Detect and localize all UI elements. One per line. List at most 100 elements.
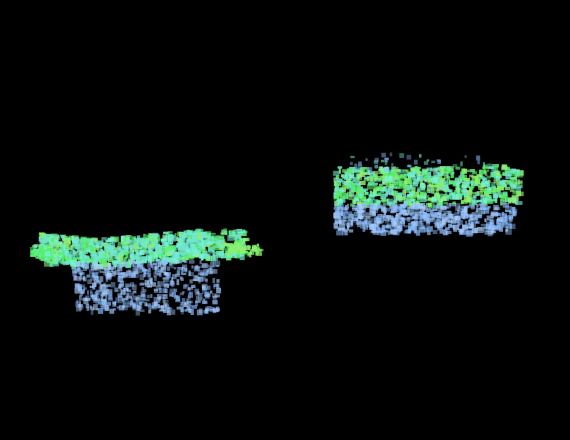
point-cell — [177, 258, 183, 260]
point-cell — [93, 304, 98, 311]
point-cell — [195, 228, 202, 234]
point-cell — [202, 300, 208, 304]
point-cell — [490, 229, 493, 234]
point-cell — [129, 253, 134, 259]
point-cell — [457, 220, 464, 226]
point-cell — [96, 280, 101, 285]
point-cell — [215, 235, 220, 239]
point-cell — [137, 306, 142, 311]
point-cell — [167, 231, 173, 234]
point-cell — [224, 255, 228, 258]
point-cell — [374, 157, 379, 162]
point-cell — [207, 270, 213, 275]
point-cell — [118, 299, 124, 304]
point-cell — [507, 179, 515, 183]
point-cell — [427, 197, 433, 201]
point-cell — [117, 272, 122, 275]
point-cell — [374, 182, 378, 185]
point-cell — [336, 200, 339, 203]
point-cell — [209, 290, 213, 294]
point-cell — [361, 210, 365, 213]
point-cell — [142, 294, 146, 300]
point-cell — [187, 306, 191, 311]
point-cell — [128, 293, 135, 297]
point-cell — [491, 185, 495, 188]
point-cell — [364, 172, 370, 175]
point-cell — [437, 160, 441, 164]
point-cell — [471, 217, 478, 224]
point-cell — [476, 203, 479, 208]
point-cell — [72, 270, 77, 277]
point-cell — [88, 241, 93, 246]
point-cell — [384, 167, 389, 172]
point-cell — [136, 243, 142, 249]
point-cell — [511, 214, 516, 217]
point-cell — [491, 228, 495, 233]
point-cell — [502, 213, 507, 219]
point-cell — [374, 175, 381, 180]
point-cell — [169, 280, 173, 286]
point-cell — [420, 214, 427, 219]
point-cell — [385, 225, 392, 229]
point-cell — [228, 233, 234, 237]
point-cell — [181, 264, 188, 270]
point-cell — [144, 279, 149, 285]
point-cell — [123, 250, 126, 255]
point-cell — [413, 217, 418, 222]
point-cell — [125, 303, 131, 308]
point-cell — [410, 222, 413, 228]
point-cell — [129, 241, 135, 248]
point-cell — [90, 291, 94, 297]
point-cell — [404, 188, 410, 193]
point-cell — [95, 268, 101, 272]
point-cell — [493, 178, 497, 184]
point-cell — [220, 232, 228, 235]
point-cell — [195, 275, 200, 279]
point-cell — [81, 260, 85, 266]
point-cell — [353, 186, 360, 192]
point-cell — [159, 254, 163, 260]
point-cell — [123, 237, 127, 242]
point-cell — [31, 250, 38, 255]
point-cell — [212, 300, 218, 305]
point-cell — [384, 160, 388, 165]
point-cell — [171, 284, 174, 288]
point-cell — [429, 218, 434, 222]
point-cell — [202, 240, 207, 246]
point-cell — [389, 177, 396, 180]
point-cell — [487, 231, 493, 237]
point-cell — [464, 212, 467, 216]
point-cell — [145, 238, 149, 245]
point-cell — [413, 222, 416, 227]
point-cell — [369, 190, 373, 194]
point-cell — [183, 303, 187, 307]
point-cell — [136, 251, 143, 255]
point-cell — [462, 224, 466, 229]
point-cell — [126, 290, 132, 293]
point-cell — [149, 244, 156, 248]
point-cell — [155, 297, 161, 303]
point-cell — [376, 186, 384, 192]
point-cell — [462, 185, 467, 192]
point-cell — [505, 174, 511, 179]
point-cell — [477, 227, 484, 233]
point-cell — [173, 267, 177, 270]
point-cell — [195, 300, 201, 303]
point-cell — [130, 302, 135, 306]
point-cell — [432, 229, 438, 235]
point-cell — [487, 163, 493, 169]
point-cell — [501, 211, 505, 216]
point-cell — [380, 229, 387, 236]
point-cell — [219, 250, 224, 257]
point-cell — [342, 180, 345, 184]
point-cell — [66, 261, 73, 265]
point-cell — [445, 227, 450, 231]
point-cell — [333, 188, 340, 194]
point-cell — [495, 171, 501, 177]
point-cell — [131, 272, 136, 278]
point-cell — [206, 285, 211, 290]
point-cell — [420, 196, 427, 203]
point-cell — [502, 200, 507, 205]
point-cell — [176, 295, 181, 302]
